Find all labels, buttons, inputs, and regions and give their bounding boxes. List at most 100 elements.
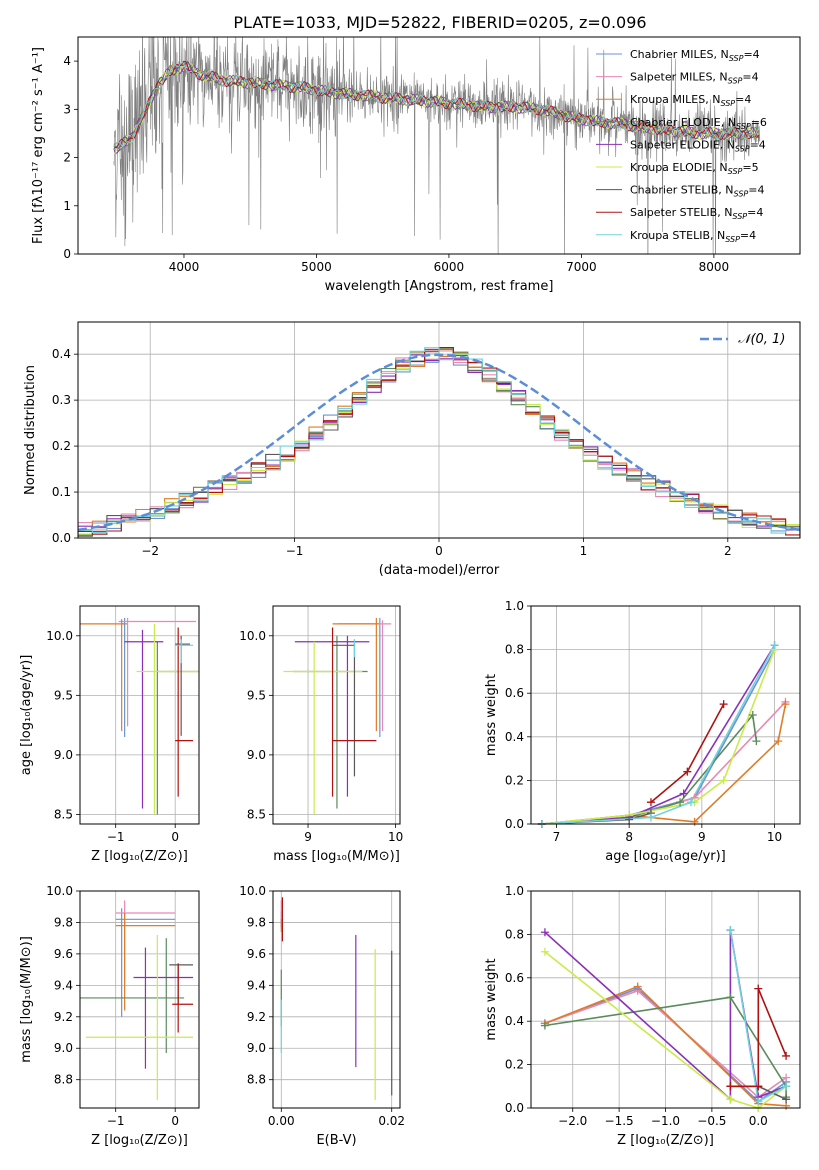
weight-marker xyxy=(633,982,642,991)
x-tick-label: 8000 xyxy=(699,260,730,274)
y-tick-label: 0 xyxy=(63,247,71,261)
legend-label-tail: =4 xyxy=(747,206,763,219)
y-tick-label: 0.4 xyxy=(505,730,524,744)
x-tick-label: 0.02 xyxy=(378,1114,405,1128)
weight-marker xyxy=(754,1097,763,1106)
legend-label: Salpeter MILES, NSSP=4 xyxy=(630,71,759,86)
x-tick-label: 0 xyxy=(171,830,179,844)
legend-label-sub: SSP xyxy=(728,167,743,176)
weight-marker xyxy=(646,813,655,822)
weight-marker xyxy=(625,815,634,824)
weight-marker xyxy=(540,928,549,937)
weight-marker xyxy=(754,1082,763,1091)
panel-weight_vs_age: 7 8 9 10 0.0 0.2 0.4 0.6 0.8 1.0 age [log₁₀(age/yr… xyxy=(484,599,801,864)
y-axis-label: age [log₁₀(age/yr)] xyxy=(19,655,34,776)
weight-marker xyxy=(540,947,549,956)
x-tick-label: 5000 xyxy=(301,260,332,274)
panel-weight_vs_Z: −2.0 −1.5 −1.0 −0.5 0.0 0.0 0.2 0.4 0.6 0.8 1.0 Z [… xyxy=(484,884,801,1148)
weight-marker xyxy=(676,798,685,807)
legend-label: Salpeter ELODIE, NSSP=4 xyxy=(630,138,766,153)
plot-area xyxy=(80,617,199,815)
weight-marker xyxy=(726,1095,735,1104)
y-tick-label: 9.6 xyxy=(247,947,266,961)
y-tick-label: 10.0 xyxy=(239,629,266,643)
y-tick-label: 8.5 xyxy=(54,807,73,821)
legend-label: Chabrier ELODIE, NSSP=6 xyxy=(630,116,767,131)
x-axis-label: E(B-V) xyxy=(316,1133,356,1148)
legend-label-tail: =4 xyxy=(735,93,751,106)
x-tick-label: 7000 xyxy=(566,260,597,274)
x-axis-label: (data-model)/error xyxy=(379,563,500,578)
legend-label-text: Salpeter ELODIE, N xyxy=(630,138,735,151)
legend-label: Chabrier MILES, NSSP=4 xyxy=(630,48,760,63)
legend-label-tail: =4 xyxy=(748,184,764,197)
weight-marker xyxy=(782,1095,791,1104)
axes-frame xyxy=(530,890,801,1109)
weight-marker xyxy=(683,767,692,776)
legend-label-text: Chabrier STELIB, N xyxy=(630,184,734,197)
x-tick-label: −2 xyxy=(141,544,159,558)
y-tick-label: 9.6 xyxy=(54,947,73,961)
y-tick-label: 9.2 xyxy=(54,1010,73,1024)
weight-marker xyxy=(748,711,757,719)
x-tick-label: 9 xyxy=(304,830,312,844)
panel-mass_vs_ebv: 0.00 0.02 8.8 9.0 9.2 9.4 9.6 9.8 10.0 E(B-V) xyxy=(239,884,405,1148)
legend-label-tail: =4 xyxy=(742,71,758,84)
x-tick-label: 1 xyxy=(580,544,588,558)
axes-frame xyxy=(530,605,801,825)
y-tick-label: 0.8 xyxy=(505,643,524,657)
legend-label-text: Chabrier ELODIE, N xyxy=(630,116,736,129)
y-tick-label: 9.8 xyxy=(54,915,73,929)
weight-line xyxy=(730,988,787,1088)
legend-label: Kroupa STELIB, NSSP=4 xyxy=(630,229,756,244)
weight-marker xyxy=(719,776,728,785)
x-tick-label: −1 xyxy=(107,1114,125,1128)
y-axis-label: mass [log₁₀(M/M⊙)] xyxy=(19,936,34,1063)
y-tick-label: 0.0 xyxy=(52,531,71,545)
x-tick-label: 6000 xyxy=(434,260,465,274)
figure-title: PLATE=1033, MJD=52822, FIBERID=0205, z=0… xyxy=(233,13,646,32)
weight-marker xyxy=(646,798,655,807)
y-axis-label: mass weight xyxy=(484,958,499,1040)
legend-label-tail: =5 xyxy=(742,161,758,174)
x-tick-label: 10 xyxy=(388,830,403,844)
legend-label: 𝒩(0, 1) xyxy=(738,332,785,347)
x-tick-label: 7 xyxy=(553,830,561,844)
x-tick-label: 0 xyxy=(171,1114,179,1128)
axes-frame xyxy=(77,321,801,539)
panel-age_vs_mass: 9 10 8.5 9.0 9.5 10.0 mass [log₁₀(M/M⊙)] xyxy=(239,605,403,864)
y-tick-label: 0.4 xyxy=(505,1014,524,1028)
y-tick-label: 9.0 xyxy=(247,1041,266,1055)
legend-label-sub: SSP xyxy=(734,190,749,199)
y-tick-label: 9.0 xyxy=(54,748,73,762)
x-tick-label: −0.5 xyxy=(697,1114,726,1128)
x-axis-label: Z [log₁₀(Z/Z⊙)] xyxy=(617,1133,714,1148)
legend-label: Chabrier STELIB, NSSP=4 xyxy=(630,184,764,199)
x-tick-label: 0.0 xyxy=(749,1114,768,1128)
axes-frame xyxy=(77,36,801,255)
plot-area xyxy=(78,347,800,538)
weight-marker xyxy=(781,700,790,709)
legend-label-tail: =4 xyxy=(743,48,759,61)
axes-frame xyxy=(272,890,401,1109)
panel-mass_vs_Z: −1 0 8.8 9.0 9.2 9.4 9.6 9.8 10.0 Z [log₁₀(Z/Z⊙)]… xyxy=(19,884,200,1148)
x-tick-label: 0.00 xyxy=(268,1114,295,1128)
x-tick-label: −1.0 xyxy=(651,1114,680,1128)
legend-label-sub: SSP xyxy=(720,99,735,108)
panel-spectrum: 4000 5000 6000 7000 8000 0 1 2 3 4 wavelength [Ang… xyxy=(31,36,801,294)
y-tick-label: 0.0 xyxy=(505,817,524,831)
weight-marker xyxy=(726,993,735,1002)
legend-label-sub: SSP xyxy=(732,212,747,221)
weight-marker xyxy=(726,926,735,935)
x-axis-label: Z [log₁₀(Z/Z⊙)] xyxy=(91,1133,188,1148)
legend-label-text: Chabrier MILES, N xyxy=(630,48,729,61)
weight-marker xyxy=(540,1021,549,1030)
weight-marker xyxy=(726,1082,735,1091)
y-tick-label: 10.0 xyxy=(46,884,73,898)
legend-label: Kroupa MILES, NSSP=4 xyxy=(630,93,751,108)
legend-label-sub: SSP xyxy=(728,77,743,86)
legend-label-text: Salpeter MILES, N xyxy=(630,71,728,84)
normal-curve xyxy=(78,353,800,532)
